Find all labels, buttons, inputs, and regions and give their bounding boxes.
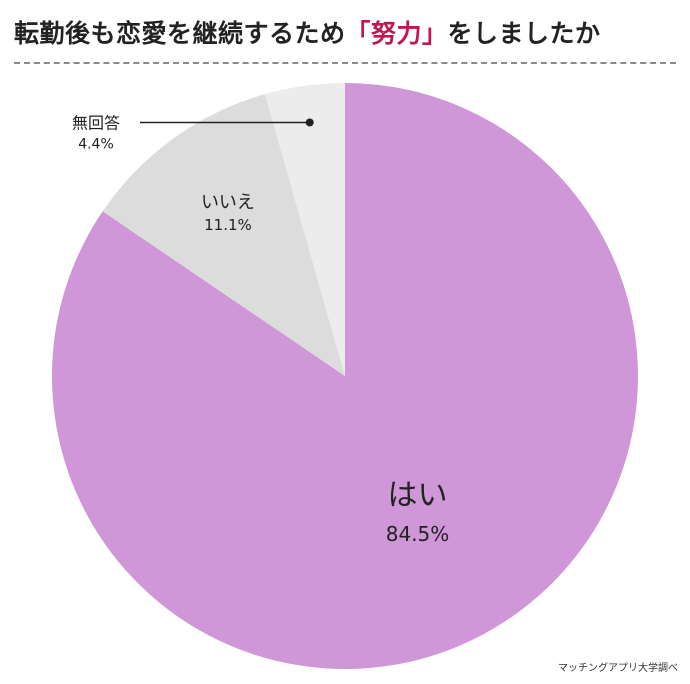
pie-slice-1 bbox=[102, 94, 345, 376]
dashed-divider bbox=[14, 62, 676, 64]
slice-value-label-2: 4.4% bbox=[78, 136, 114, 152]
slice-label-0: はい bbox=[388, 478, 448, 513]
slice-label-1: いいえ bbox=[201, 192, 255, 213]
title-suffix: をしましたか bbox=[447, 19, 601, 48]
source-credit: マッチングアプリ大学調べ bbox=[558, 663, 678, 674]
title-highlight: 「努力」 bbox=[345, 19, 448, 48]
slice-value-label-0: 84.5% bbox=[386, 522, 450, 546]
slice-value-label-1: 11.1% bbox=[204, 216, 252, 234]
leader-dot bbox=[305, 118, 314, 127]
page-title: 転勤後も恋愛を継続するため「努力」をしましたか bbox=[14, 14, 601, 50]
pie-slice-2 bbox=[265, 83, 345, 376]
slice-label-2: 無回答 bbox=[72, 113, 120, 132]
pie-slice-0 bbox=[52, 83, 639, 670]
title-prefix: 転勤後も恋愛を継続するため bbox=[14, 19, 346, 48]
